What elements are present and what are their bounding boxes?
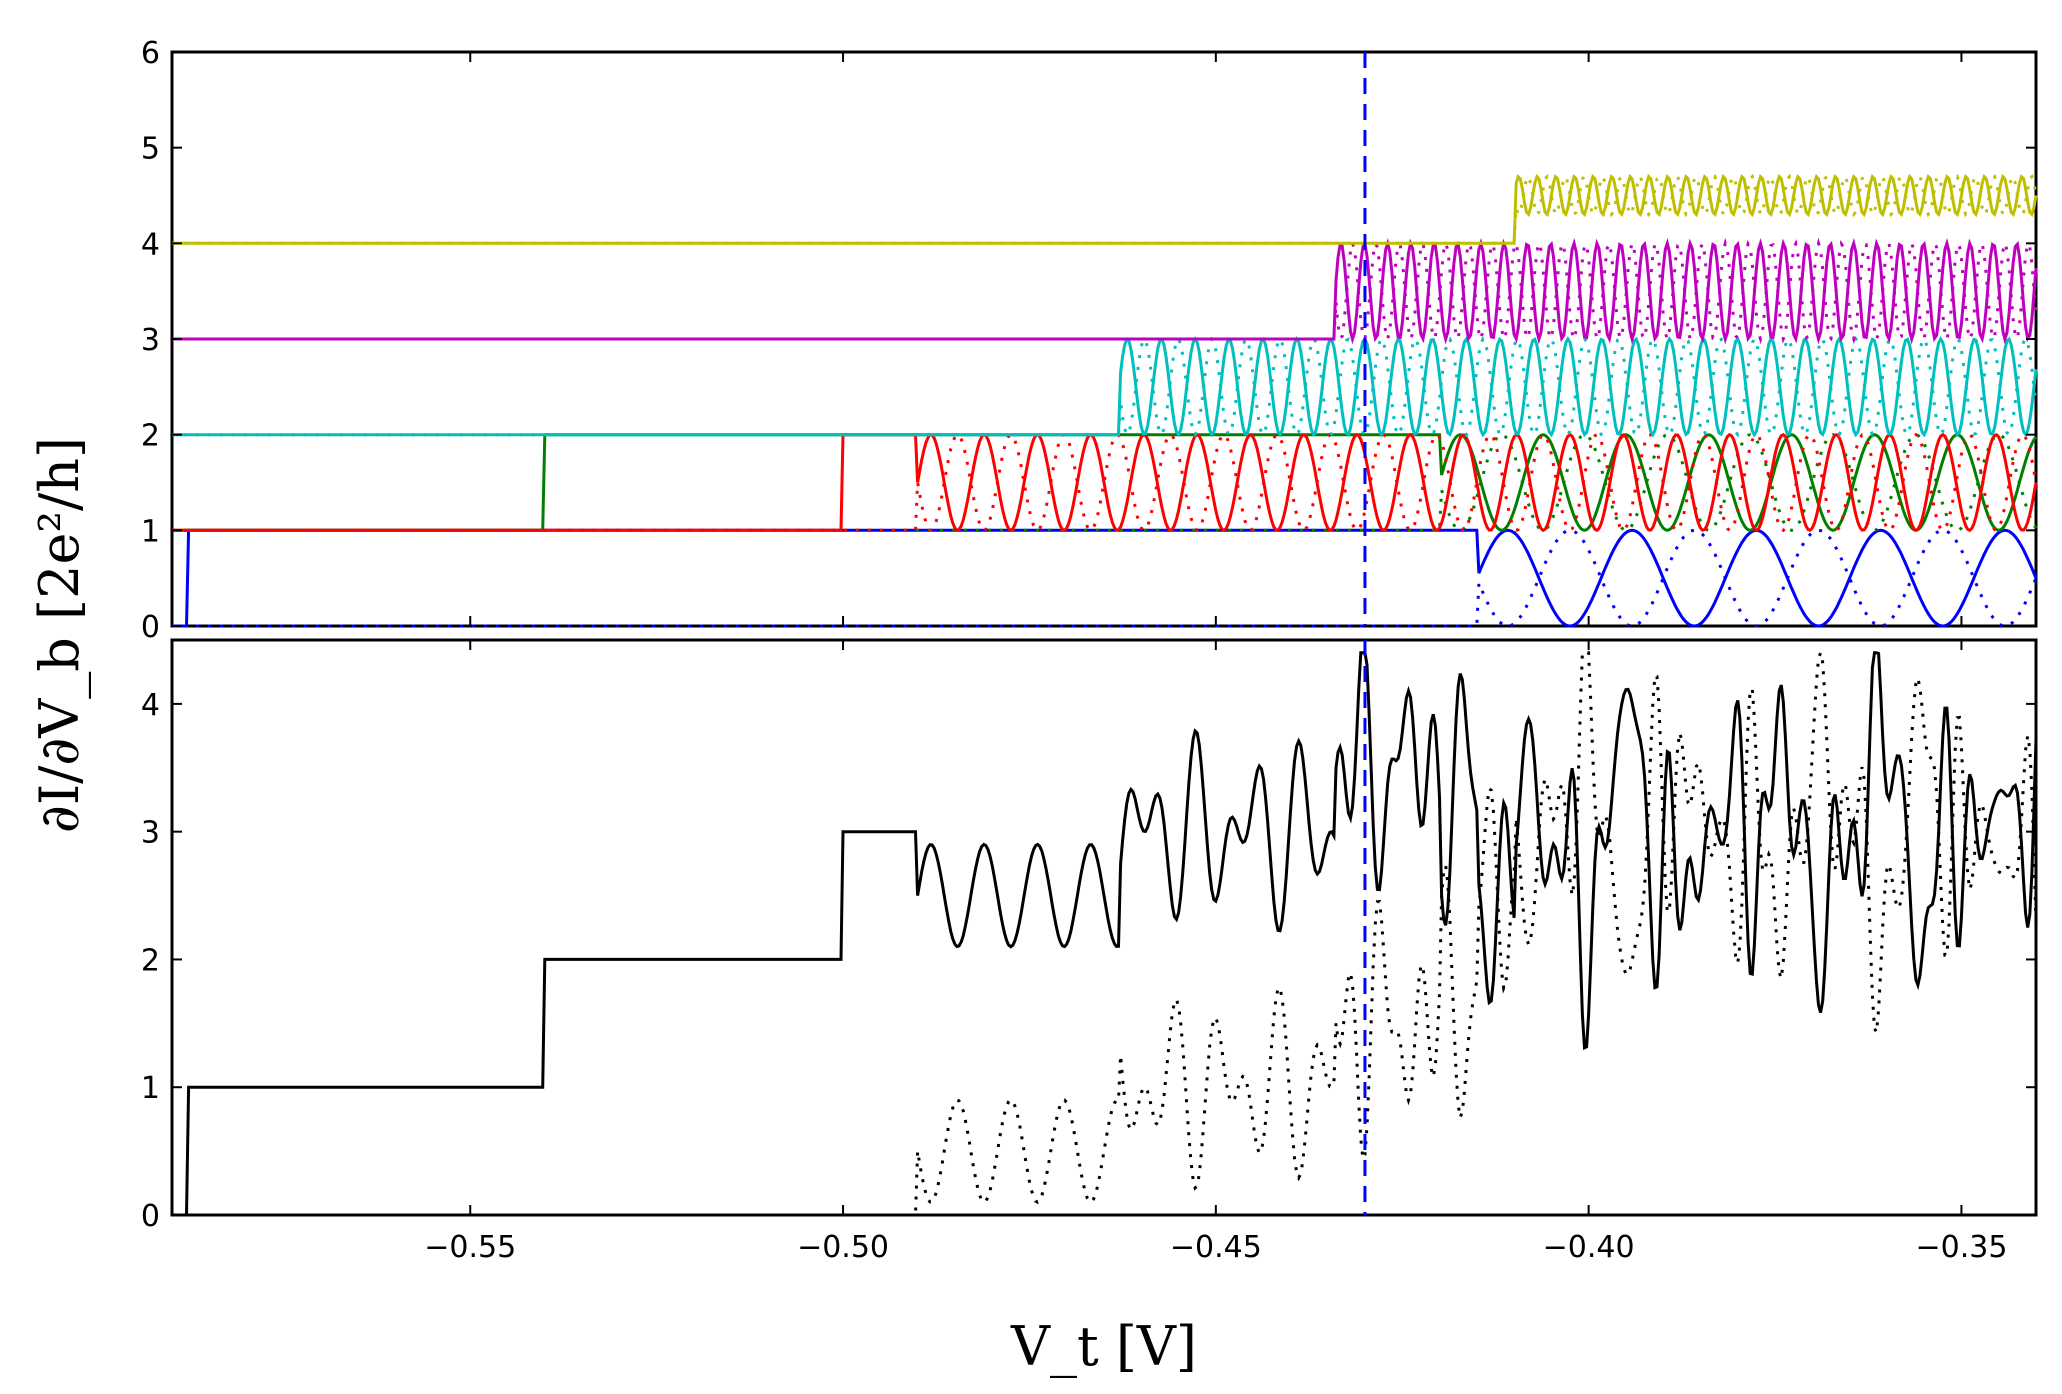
top-series-group [172, 173, 2038, 628]
mode-1-dotted-line [172, 528, 2038, 628]
bottom-y-tick-label: 3 [141, 816, 160, 851]
bottom-x-tick-label: −0.50 [797, 1230, 889, 1265]
mode-3-solid-line [172, 432, 2038, 533]
bottom-y-tick-label: 4 [141, 688, 160, 723]
top-y-ticks: 0 1 2 3 4 5 6 [141, 36, 2036, 645]
bottom-x-tick-label: −0.40 [1543, 1230, 1635, 1265]
bottom-series-group [172, 647, 2038, 1217]
x-axis-label: V_t [V] [1010, 1315, 1197, 1378]
total-dotted-line [172, 647, 2038, 1217]
bottom-panel: 0 1 2 3 4 −0.55 −0.50 −0.45 −0.40 −0.35 [141, 52, 2038, 1265]
total-solid-line [172, 651, 2038, 1217]
top-panel: 0 1 2 3 4 5 6 [141, 36, 2038, 645]
top-y-tick-label: 1 [141, 514, 160, 549]
mode-6-solid-line [172, 173, 2038, 245]
bottom-x-ticks: −0.55 −0.50 −0.45 −0.40 −0.35 [424, 52, 2007, 1265]
mode-4-solid-line [172, 336, 2038, 438]
bottom-y-ticks: 0 1 2 3 4 [141, 688, 2036, 1234]
top-y-tick-label: 2 [141, 419, 160, 454]
top-y-tick-label: 3 [141, 323, 160, 358]
bottom-y-tick-label: 1 [141, 1071, 160, 1106]
bottom-x-tick-label: −0.35 [1915, 1230, 2007, 1265]
bottom-y-tick-label: 0 [141, 1199, 160, 1234]
top-y-tick-label: 4 [141, 227, 160, 262]
mode-1-solid-line [172, 528, 2038, 628]
top-y-tick-label: 6 [141, 36, 160, 71]
bottom-x-tick-label: −0.45 [1170, 1230, 1262, 1265]
top-y-tick-label: 0 [141, 610, 160, 645]
mode-4-dotted-line [172, 336, 2038, 438]
mode-5-solid-line [172, 238, 2038, 345]
bottom-plot-frame [170, 638, 2038, 1217]
bottom-x-tick-label: −0.55 [424, 1230, 516, 1265]
mode-5-dotted-line [172, 237, 2038, 345]
bottom-y-tick-label: 2 [141, 943, 160, 978]
top-y-tick-label: 5 [141, 132, 160, 167]
y-axis-label: ∂I/∂V_b [2e²/h] [28, 437, 91, 833]
